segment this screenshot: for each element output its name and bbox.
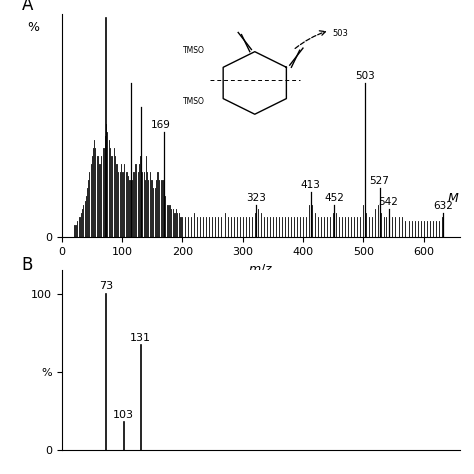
Text: 169: 169 xyxy=(151,119,171,130)
Text: M: M xyxy=(447,191,458,205)
Text: 527: 527 xyxy=(370,176,390,186)
Text: 542: 542 xyxy=(379,197,399,207)
Text: 323: 323 xyxy=(246,192,266,202)
Text: 452: 452 xyxy=(324,192,344,202)
Text: 103: 103 xyxy=(113,410,134,420)
Text: TMSO: TMSO xyxy=(183,97,205,106)
Text: 73: 73 xyxy=(99,282,113,292)
X-axis label: $m/z$: $m/z$ xyxy=(248,262,273,276)
Text: 413: 413 xyxy=(301,181,321,191)
Text: 632: 632 xyxy=(433,201,453,210)
Text: 503: 503 xyxy=(333,29,348,37)
Text: TMSO: TMSO xyxy=(183,46,205,55)
Text: B: B xyxy=(22,256,33,274)
Text: A: A xyxy=(22,0,33,14)
Text: 131: 131 xyxy=(130,333,151,343)
Text: %: % xyxy=(28,21,40,34)
Text: 503: 503 xyxy=(355,71,375,81)
